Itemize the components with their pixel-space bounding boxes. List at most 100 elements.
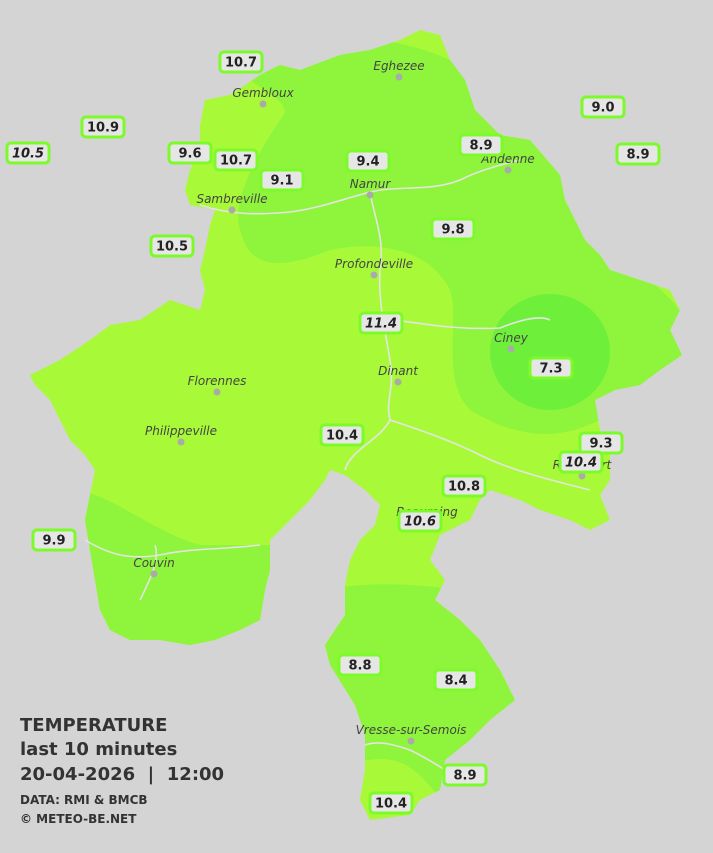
station-box bbox=[442, 763, 488, 787]
town-dot bbox=[177, 438, 185, 446]
station: 10.8 bbox=[441, 474, 487, 498]
station-box bbox=[441, 474, 487, 498]
town-dot bbox=[370, 271, 378, 279]
station-value: 10.8 bbox=[448, 480, 480, 495]
station: 8.4 bbox=[433, 668, 479, 692]
station-value: 10.7 bbox=[225, 56, 257, 71]
station: 10.7 bbox=[213, 148, 259, 172]
station-box bbox=[397, 509, 443, 533]
station-value: 9.6 bbox=[178, 147, 201, 162]
town-dot bbox=[407, 737, 415, 745]
station: 10.4 bbox=[368, 791, 414, 815]
station: 10.5 bbox=[5, 141, 51, 165]
town-label: Ciney bbox=[494, 331, 529, 345]
town-label: Sambreville bbox=[196, 192, 267, 206]
station: 9.0 bbox=[580, 95, 626, 119]
town-dot bbox=[578, 472, 586, 480]
legend-source: DATA: RMI & BMCB bbox=[20, 793, 148, 807]
station-box bbox=[433, 668, 479, 692]
station-value: 8.4 bbox=[444, 674, 467, 689]
station: 9.6 bbox=[167, 141, 213, 165]
station-box bbox=[458, 133, 504, 157]
station: 9.9 bbox=[31, 528, 77, 552]
town-dot bbox=[150, 570, 158, 578]
town-label: Namur bbox=[350, 177, 392, 191]
station: 9.1 bbox=[259, 168, 305, 192]
station: 8.9 bbox=[458, 133, 504, 157]
legend-subtitle: last 10 minutes bbox=[20, 739, 177, 760]
station: 11.4 bbox=[358, 311, 404, 335]
station-value: 8.8 bbox=[348, 659, 371, 674]
town-dot bbox=[394, 378, 402, 386]
town-dot bbox=[259, 100, 267, 108]
station-box bbox=[358, 311, 404, 335]
station-box bbox=[319, 423, 365, 447]
town-label: Philippeville bbox=[145, 424, 217, 438]
station-box bbox=[149, 234, 195, 258]
station-value: 10.9 bbox=[87, 121, 119, 136]
town-dot bbox=[504, 166, 512, 174]
station-value: 9.9 bbox=[42, 534, 65, 549]
legend-datetime: 20-04-2026 | 12:00 bbox=[20, 764, 224, 785]
station-box bbox=[528, 356, 574, 380]
station-value: 9.4 bbox=[356, 155, 379, 170]
station-box bbox=[430, 217, 476, 241]
town-label: Couvin bbox=[133, 556, 174, 570]
station-value: 10.6 bbox=[404, 515, 436, 530]
town-label: Gembloux bbox=[232, 86, 294, 100]
legend-title: TEMPERATURE bbox=[20, 715, 167, 736]
town-dot bbox=[395, 73, 403, 81]
station-value: 9.0 bbox=[591, 101, 614, 116]
station-box bbox=[80, 115, 126, 139]
station-box bbox=[167, 141, 213, 165]
town-label: Vresse-sur-Semois bbox=[356, 723, 467, 737]
station: 10.4 bbox=[319, 423, 365, 447]
town-label: Florennes bbox=[188, 374, 247, 388]
station-value: 10.4 bbox=[326, 429, 358, 444]
station-box bbox=[615, 142, 661, 166]
station-box bbox=[337, 653, 383, 677]
town-dot bbox=[228, 206, 236, 214]
town-dot bbox=[213, 388, 221, 396]
station-value: 11.4 bbox=[365, 317, 397, 332]
town-label: Eghezee bbox=[373, 59, 424, 73]
station-value: 9.1 bbox=[270, 174, 293, 189]
station-value: 10.5 bbox=[12, 147, 44, 162]
legend-copyright: © METEO-BE.NET bbox=[20, 812, 137, 826]
station: 8.8 bbox=[337, 653, 383, 677]
station-value: 10.5 bbox=[156, 240, 188, 255]
station-value: 10.4 bbox=[565, 456, 597, 471]
legend: TEMPERATURE last 10 minutes 20-04-2026 |… bbox=[20, 715, 224, 826]
station: 8.9 bbox=[442, 763, 488, 787]
station: 9.3 bbox=[578, 431, 624, 455]
station-value: 9.8 bbox=[441, 223, 464, 238]
station: 10.6 bbox=[397, 509, 443, 533]
station-value: 8.9 bbox=[469, 139, 492, 154]
station-box bbox=[218, 50, 264, 74]
station: 10.9 bbox=[80, 115, 126, 139]
station-box bbox=[368, 791, 414, 815]
town-dot bbox=[366, 191, 374, 199]
zone-cold bbox=[490, 294, 610, 410]
station: 7.3 bbox=[528, 356, 574, 380]
station-box bbox=[345, 149, 391, 173]
station-box bbox=[31, 528, 77, 552]
station-box bbox=[5, 141, 51, 165]
station: 10.5 bbox=[149, 234, 195, 258]
station-box bbox=[213, 148, 259, 172]
station: 10.4 bbox=[558, 450, 604, 474]
zone-cooler bbox=[80, 490, 280, 660]
station: 8.9 bbox=[615, 142, 661, 166]
station: 9.8 bbox=[430, 217, 476, 241]
station: 10.7 bbox=[218, 50, 264, 74]
town-label: Dinant bbox=[378, 364, 419, 378]
station-box bbox=[558, 450, 604, 474]
station: 9.4 bbox=[345, 149, 391, 173]
station-value: 7.3 bbox=[539, 362, 562, 377]
station-value: 8.9 bbox=[626, 148, 649, 163]
station-value: 10.7 bbox=[220, 154, 252, 169]
station-value: 9.3 bbox=[589, 437, 612, 452]
town-dot bbox=[507, 345, 515, 353]
station-value: 8.9 bbox=[453, 769, 476, 784]
